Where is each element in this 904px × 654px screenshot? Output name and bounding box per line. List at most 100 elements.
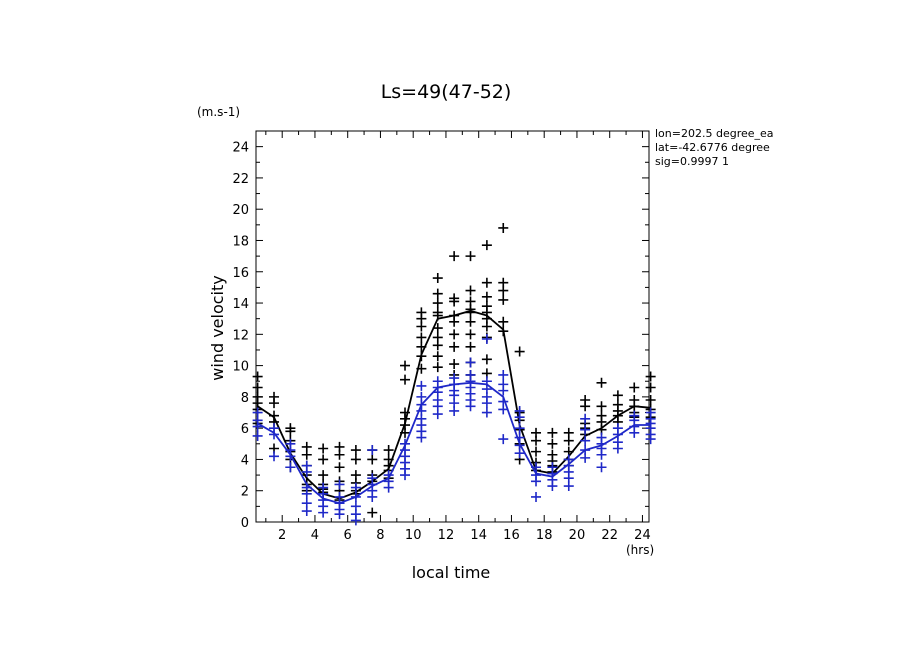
data-point [416,321,427,332]
data-point [252,371,263,382]
data-point [318,443,329,454]
x-unit-label: (hrs) [626,543,654,557]
data-point [449,251,460,262]
y-unit-label: (m.s-1) [197,105,240,119]
data-point [465,251,476,262]
x-tick-label: 22 [601,528,618,543]
data-point [449,405,460,416]
x-tick-label: 20 [569,528,586,543]
data-point [498,285,509,296]
data-point [301,488,312,499]
data-point [481,240,492,251]
data-point [596,401,607,412]
data-point [400,374,411,385]
data-point [334,479,345,490]
x-tick-label: 6 [344,528,352,543]
data-point [481,321,492,332]
data-point [563,481,574,492]
x-tick-label: 8 [376,528,384,543]
data-point [547,427,558,438]
data-point [531,476,542,487]
chart-title: Ls=49(47-52) [381,81,512,103]
data-point [481,407,492,418]
data-point [498,404,509,415]
data-point [498,434,509,445]
data-point [465,329,476,340]
data-point [481,354,492,365]
x-tick-label: 18 [536,528,553,543]
data-point [400,360,411,371]
data-point [498,316,509,327]
series-1 [252,334,656,526]
data-point [432,273,443,284]
data-marks [252,222,656,526]
data-point [580,435,591,446]
data-point [367,454,378,465]
data-point [465,341,476,352]
data-point [514,448,525,459]
data-point [481,291,492,302]
data-point [367,491,378,502]
data-point [531,491,542,502]
data-point [301,449,312,460]
data-point [252,382,263,393]
data-point [432,362,443,373]
data-point [432,340,443,351]
x-axis-label: local time [412,563,491,582]
data-point [563,435,574,446]
y-tick-label: 22 [232,172,249,187]
data-point [596,377,607,388]
y-tick-label: 14 [232,297,249,312]
data-point [645,395,656,406]
data-point [514,423,525,434]
data-point [449,341,460,352]
plot-frame [255,130,650,523]
x-tick-label: 10 [405,528,422,543]
data-point [432,288,443,299]
x-tick-label: 16 [503,528,520,543]
data-point [629,382,640,393]
data-point [449,296,460,307]
data-point [580,413,591,424]
y-tick-label: 2 [241,485,249,500]
mean-line-1 [257,381,651,505]
axes: 2 4 6 8 10 12 14 16 18 20 22 2402468101214161820222… [232,130,651,543]
y-tick-label: 18 [232,234,249,249]
data-point [416,332,427,343]
data-point [645,434,656,445]
info-lon: lon=202.5 degree_ea [655,127,774,140]
data-point [269,398,280,409]
data-point [449,329,460,340]
data-point [432,351,443,362]
data-point [514,346,525,357]
data-point [301,466,312,477]
data-point [449,359,460,370]
x-tick-label: 4 [311,528,319,543]
data-point [449,316,460,327]
data-point [465,401,476,412]
data-point [285,426,296,437]
data-point [514,412,525,423]
x-tick-label: 2 [278,528,286,543]
data-point [285,462,296,473]
data-point [416,380,427,391]
x-tick-label: 24 [634,528,651,543]
data-point [269,429,280,440]
data-point [350,515,361,526]
data-point [629,427,640,438]
data-point [334,462,345,473]
data-point [481,277,492,288]
data-point [432,298,443,309]
info-lat: lat=-42.6776 degree [655,141,770,154]
data-point [498,369,509,380]
data-point [498,294,509,305]
y-tick-label: 24 [232,141,249,156]
data-point [367,507,378,518]
data-point [547,438,558,449]
x-tick-label: 14 [470,528,487,543]
data-point [400,470,411,481]
data-point [269,451,280,462]
y-tick-label: 10 [232,360,249,375]
info-sig: sig=0.9997 1 [655,155,729,168]
data-point [465,357,476,368]
